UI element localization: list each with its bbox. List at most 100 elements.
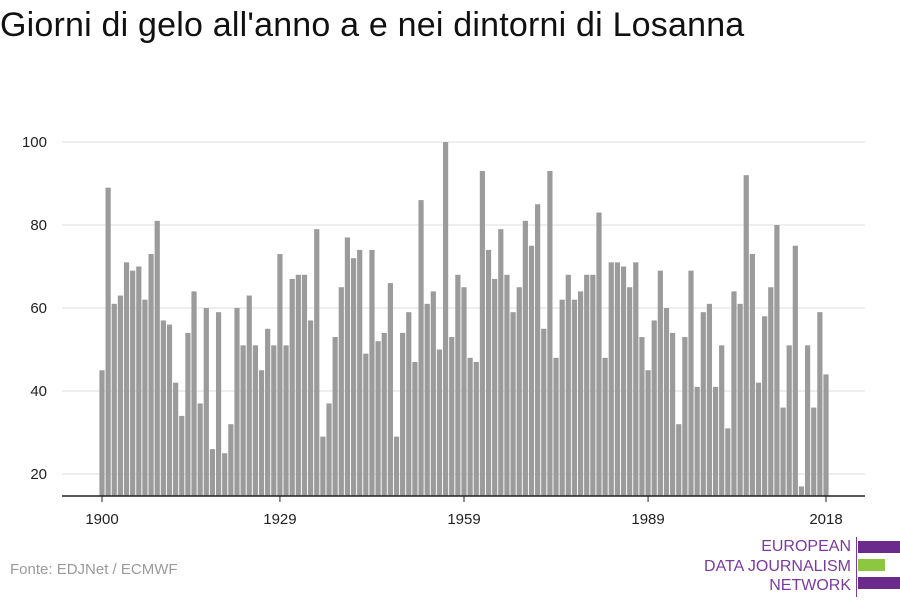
bar-2001: [719, 345, 725, 496]
bar-1906: [136, 266, 142, 496]
bar-1922: [234, 308, 240, 496]
bar-1945: [375, 341, 381, 496]
bar-1909: [154, 220, 160, 496]
bar-1929: [277, 254, 283, 496]
bar-1984: [614, 262, 620, 496]
bar-1948: [393, 436, 400, 496]
bar-1979: [584, 274, 590, 496]
bar-1928: [271, 345, 277, 496]
bar-1936: [320, 436, 326, 496]
bar-2012: [786, 345, 792, 496]
bar-1960: [467, 357, 473, 496]
bar-1995: [682, 337, 688, 496]
bar-1944: [369, 249, 375, 496]
bar-1912: [173, 382, 179, 496]
bar-1933: [301, 274, 308, 496]
bar-1961: [473, 361, 479, 496]
bar-2009: [768, 287, 774, 496]
logo-line-1: EUROPEAN: [761, 538, 851, 555]
bar-1927: [265, 328, 271, 496]
bar-1946: [381, 332, 387, 496]
bar-1981: [596, 212, 602, 497]
bar-1963: [485, 249, 492, 496]
bar-1994: [676, 424, 682, 496]
bar-1907: [142, 299, 148, 496]
bar-1950: [406, 312, 412, 496]
bar-1972: [541, 328, 547, 496]
bar-1917: [203, 308, 209, 496]
bar-2006: [749, 254, 755, 496]
bar-1999: [706, 303, 713, 496]
x-tick-label-1929: 1929: [263, 511, 296, 528]
bar-1962: [479, 171, 486, 497]
bar-1914: [185, 332, 191, 496]
bar-1904: [123, 262, 130, 496]
bar-1974: [553, 357, 559, 496]
bar-1959: [461, 287, 467, 496]
bar-1983: [608, 262, 614, 496]
bar-1955: [436, 349, 443, 496]
bar-1932: [295, 274, 301, 496]
bar-1957: [449, 337, 455, 496]
bar-1916: [197, 403, 203, 496]
bar-1919: [215, 312, 222, 496]
bar-1923: [240, 345, 246, 496]
bar-1954: [430, 291, 436, 496]
bar-2017: [817, 312, 823, 496]
bar-1903: [117, 295, 124, 496]
x-tick-label-2018: 2018: [809, 511, 842, 528]
logo-bar-green: [858, 559, 885, 571]
bar-1900: [99, 370, 105, 496]
bar-1902: [111, 303, 117, 496]
bar-2007: [755, 382, 762, 496]
bar-2015: [804, 345, 811, 496]
logo-bar-purple-top: [858, 541, 900, 553]
bar-1969: [522, 220, 528, 496]
bar-1992: [663, 308, 670, 496]
bar-1913: [179, 415, 185, 496]
bar-2003: [731, 291, 737, 496]
bar-1940: [344, 237, 351, 496]
bar-1911: [166, 324, 173, 496]
bar-1915: [191, 291, 197, 496]
bar-1989: [645, 370, 651, 496]
bar-1943: [363, 353, 369, 496]
bar-1901: [105, 187, 111, 496]
bar-1939: [338, 287, 344, 496]
bar-1958: [455, 274, 461, 496]
bar-1964: [492, 278, 498, 496]
bar-1998: [700, 312, 706, 496]
bar-1956: [442, 142, 449, 496]
bar-1967: [510, 312, 516, 496]
bar-1986: [627, 287, 633, 496]
bar-2005: [743, 175, 749, 496]
x-tick-label-1989: 1989: [631, 511, 664, 528]
bar-1991: [657, 270, 663, 496]
logo-line-2: DATA JOURNALISM: [704, 557, 851, 575]
bar-1952: [418, 200, 424, 496]
bars: [99, 142, 829, 497]
bar-1975: [559, 299, 565, 496]
bar-1985: [620, 266, 627, 496]
source-note: Fonte: EDJNet / ECMWF: [10, 561, 178, 578]
bar-1935: [314, 229, 320, 496]
y-tick-label-40: 40: [30, 383, 47, 400]
bar-1977: [571, 299, 578, 496]
bar-1925: [252, 345, 258, 496]
bar-2011: [780, 407, 786, 496]
bar-1924: [246, 295, 252, 496]
bar-1988: [639, 337, 645, 496]
logo-text: EUROPEAN DATA JOURNALISM NETWORK: [704, 537, 851, 596]
bar-1918: [209, 449, 216, 496]
bar-2000: [712, 386, 719, 496]
bar-1910: [160, 320, 166, 496]
bar-1965: [498, 229, 504, 496]
bar-1934: [308, 320, 314, 496]
edjnet-logo[interactable]: EUROPEAN DATA JOURNALISM NETWORK: [700, 537, 900, 597]
bar-2004: [737, 303, 743, 496]
bar-1941: [350, 258, 357, 496]
bar-2016: [811, 407, 817, 496]
x-tick-label-1959: 1959: [447, 511, 480, 528]
logo-line-3: NETWORK: [769, 577, 851, 594]
bar-1973: [547, 171, 553, 497]
